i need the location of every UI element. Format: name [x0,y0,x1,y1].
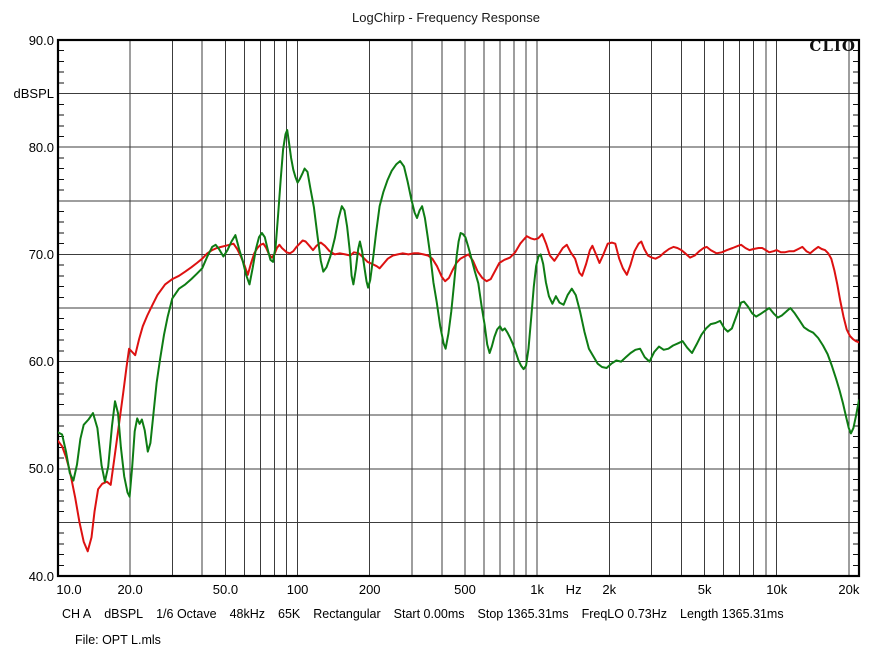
x-axis-tick-label: 20.0 [117,582,143,597]
clio-logo: CLIO [809,37,856,55]
x-axis-tick-label: 500 [454,582,476,597]
x-axis-tick-label: 5k [697,582,712,597]
chart-title: LogChirp - Frequency Response [352,10,540,25]
x-axis-tick-label: 10k [766,582,788,597]
status-item: CH A [62,607,92,621]
status-item: 65K [278,607,301,621]
green-response-curve [58,129,859,498]
status-bar: CH A dBSPL 1/6 Octave 48kHz 65K Rectangular St… [62,607,784,621]
red-response-curve [58,233,859,553]
grid-lines [58,40,859,576]
y-axis-tick-label: 70.0 [28,246,54,262]
status-item: FreqLO 0.73Hz [581,607,668,621]
y-axis-tick-label: 90.0 [28,32,54,48]
status-item: Length 1365.31ms [680,607,784,621]
status-item: 48kHz [229,607,265,621]
status-item: dBSPL [104,607,144,621]
file-name-label: File: OPT L.mls [75,633,161,647]
x-axis-tick-label: 2k [602,582,617,597]
db-minor-ticks [59,50,858,566]
status-item: Rectangular [313,607,381,621]
x-axis-tick-label: 10.0 [56,582,82,597]
x-axis-unit-label: Hz [565,582,582,597]
y-axis-unit-label: dBSPL [13,86,54,102]
y-axis-tick-label: 40.0 [28,568,54,584]
status-item: 1/6 Octave [156,607,217,621]
x-axis-tick-label: 100 [286,582,309,597]
x-axis-tick-label: 50.0 [212,582,239,597]
status-item: Start 0.00ms [393,607,465,621]
x-axis-tick-label: 1k [530,582,545,597]
x-axis-tick-label: 20k [838,582,860,597]
x-axis-tick-label: 200 [358,582,381,597]
y-axis-tick-label: 80.0 [28,139,54,155]
y-axis-tick-label: 50.0 [28,461,54,477]
status-item: Stop 1365.31ms [477,607,569,621]
y-axis-tick-label: 60.0 [28,354,54,370]
plot-border [56,38,861,578]
